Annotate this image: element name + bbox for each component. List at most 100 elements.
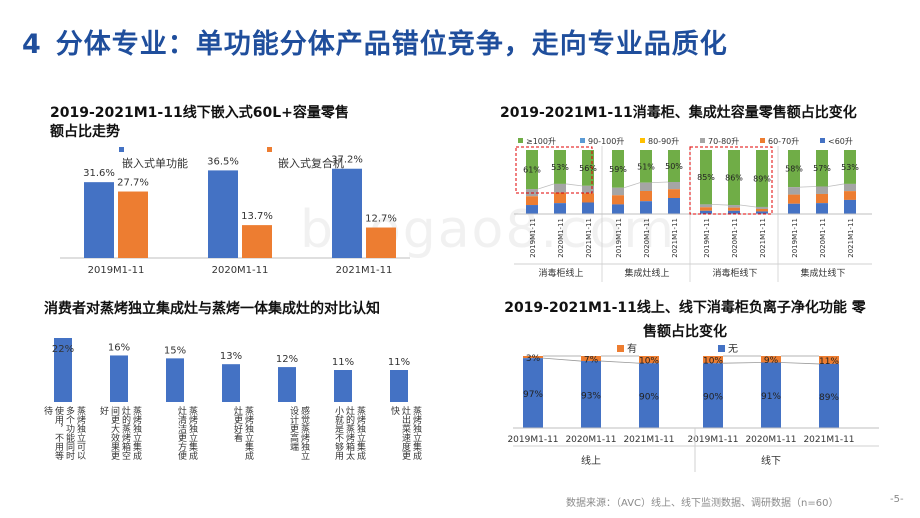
bar-lt60 bbox=[582, 202, 594, 214]
bar-ge100 bbox=[612, 150, 624, 188]
bar-60-70 bbox=[640, 190, 652, 202]
data-label: 13.7% bbox=[241, 211, 273, 222]
bar-60-70 bbox=[554, 192, 566, 204]
x-tick-label: 蒸烤独立可以 bbox=[75, 405, 86, 460]
chart-anion-function: 有 无 3% 97% 2019M1-11 7% 93% 2020M1-11 10% 90% 2021… bbox=[507, 342, 879, 472]
bar-ge100 bbox=[554, 150, 566, 184]
group-label: 集成灶线上 bbox=[624, 267, 669, 279]
data-label: 61% bbox=[523, 166, 541, 175]
x-tick-label: 2020M1-11 bbox=[731, 218, 739, 258]
bar bbox=[166, 358, 184, 402]
data-label: 53% bbox=[551, 163, 569, 172]
bar-has bbox=[703, 356, 723, 364]
data-label-none: 93% bbox=[581, 392, 601, 402]
data-label: 16% bbox=[108, 342, 130, 353]
x-tick-label: 蒸烤独立集成 bbox=[411, 405, 422, 461]
connector-line bbox=[651, 181, 669, 184]
legend-swatch-has bbox=[617, 345, 624, 352]
group-label: 消毒柜线上 bbox=[538, 267, 583, 279]
x-tick-label: 2020M1-11 bbox=[745, 435, 796, 445]
data-label: 37.2% bbox=[331, 155, 363, 166]
chart1-title: 2019-2021M1-11线下嵌入式60L+容量零售额占比走势 bbox=[50, 105, 349, 140]
data-label: 56% bbox=[579, 164, 597, 173]
chart-capacity-share: ≥100升 90-100升 80-90升 70-80升 60-70升 <60升 61% 201… bbox=[514, 137, 872, 282]
legend-swatch-combo bbox=[267, 147, 272, 152]
connector-line bbox=[623, 182, 641, 189]
connector-line bbox=[827, 183, 845, 187]
bar-lt60 bbox=[640, 201, 652, 214]
bar-single bbox=[208, 170, 238, 258]
x-tick-label: 感觉蒸烤独立 bbox=[299, 405, 310, 460]
data-label: 36.5% bbox=[207, 156, 239, 167]
group-label: 集成灶线下 bbox=[800, 267, 845, 279]
connector-line bbox=[799, 186, 817, 188]
bar bbox=[54, 338, 72, 402]
bar-has bbox=[761, 356, 781, 363]
bar-70-80 bbox=[700, 204, 712, 208]
x-tick-label: 使用，不用等 bbox=[53, 405, 64, 460]
source-note: 数据来源：（AVC）线上、线下监测数据、调研数据（n=60） bbox=[566, 498, 839, 509]
bar-ge100 bbox=[844, 150, 856, 184]
data-label-has: 9% bbox=[764, 356, 779, 366]
x-tick-label: 2020M1-11 bbox=[643, 218, 651, 258]
highlight-box bbox=[515, 146, 593, 194]
bar-lt60 bbox=[816, 203, 828, 214]
data-label-none: 89% bbox=[819, 393, 839, 403]
legend-label: 80-90升 bbox=[648, 137, 679, 146]
bar-lt60 bbox=[700, 210, 712, 214]
legend-label: 70-80升 bbox=[708, 137, 739, 146]
data-label: 15% bbox=[164, 345, 186, 356]
bar-ge100 bbox=[756, 150, 768, 207]
x-tick-label: 间更大效果更 bbox=[109, 405, 120, 461]
x-tick-label: 2021M1-11 bbox=[671, 218, 679, 258]
bar bbox=[334, 370, 352, 402]
bar-60-70 bbox=[816, 193, 828, 204]
legend-swatch bbox=[820, 138, 825, 143]
bar-lt60 bbox=[526, 205, 538, 214]
bar-none bbox=[703, 363, 723, 428]
chart4-title: 2019-2021M1-11线上、线下消毒柜负离子净化功能 零售额占比变化 bbox=[504, 300, 866, 340]
connector-line bbox=[542, 357, 582, 362]
legend-swatch bbox=[760, 138, 765, 143]
bar-60-70 bbox=[668, 189, 680, 198]
x-tick-label: 蒸烤独立集成 bbox=[355, 405, 366, 461]
x-tick-label: 2021M1-11 bbox=[623, 435, 674, 445]
connector-line bbox=[711, 204, 729, 206]
bar-70-80 bbox=[844, 183, 856, 192]
connector-line bbox=[600, 360, 640, 364]
x-tick-label: 灶更好看 bbox=[232, 405, 243, 443]
bar-lt60 bbox=[668, 198, 680, 214]
legend-label: <60升 bbox=[828, 137, 853, 146]
bar-lt60 bbox=[844, 199, 856, 214]
bar-60-70 bbox=[582, 193, 594, 203]
legend-swatch bbox=[640, 138, 645, 143]
data-label: 58% bbox=[785, 165, 803, 174]
chart-built-in-share: 嵌入式单功能 嵌入式复合机 31.6%27.7% 2019M1-11 36.5% 13.7… bbox=[60, 147, 410, 276]
chart-consumer-cognition: 22%蒸烤独立可以多个功能同时使用，不用等待16%蒸烤独立集成灶的蒸烤箱空间更大… bbox=[42, 338, 422, 461]
x-tick-label: 2019M1-11 bbox=[529, 218, 537, 258]
bar-lt60 bbox=[728, 210, 740, 214]
legend-swatch-none bbox=[718, 345, 725, 352]
x-tick-label: 2020M1-11 bbox=[565, 435, 616, 445]
data-label: 11% bbox=[332, 357, 354, 368]
x-tick-label: 多个功能同时 bbox=[64, 405, 75, 460]
x-tick-label: 2021M1-11 bbox=[847, 218, 855, 258]
connector-line bbox=[780, 362, 820, 365]
bar-60-70 bbox=[756, 208, 768, 212]
bar-lt60 bbox=[554, 203, 566, 214]
data-label: 31.6% bbox=[83, 168, 115, 179]
x-tick-label: 2019M1-11 bbox=[615, 218, 623, 258]
x-tick-label: 2019M1-11 bbox=[507, 435, 558, 445]
bar-none bbox=[819, 363, 839, 428]
data-label: 57% bbox=[813, 164, 831, 173]
bar-none bbox=[639, 363, 659, 428]
section-number: 4 bbox=[22, 29, 42, 60]
connector-line bbox=[739, 204, 757, 208]
bar-ge100 bbox=[788, 150, 800, 188]
data-label: 12% bbox=[276, 354, 298, 365]
bar-single bbox=[84, 182, 114, 258]
bar bbox=[278, 367, 296, 402]
data-label-has: 7% bbox=[584, 356, 599, 366]
legend-swatch bbox=[518, 138, 523, 143]
legend-swatch bbox=[580, 138, 585, 143]
